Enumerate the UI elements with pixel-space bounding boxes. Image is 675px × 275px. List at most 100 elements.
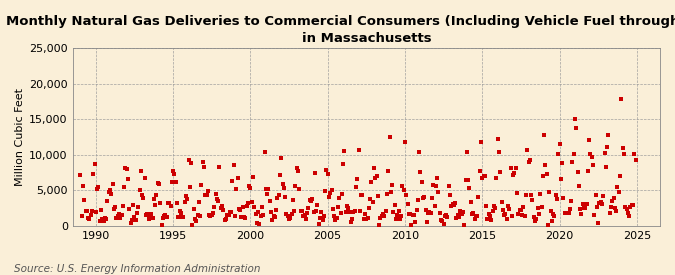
Point bbox=[271, 208, 281, 212]
Point bbox=[460, 178, 471, 182]
Point bbox=[547, 212, 558, 216]
Point bbox=[173, 215, 184, 219]
Point bbox=[103, 190, 114, 194]
Point bbox=[527, 198, 538, 202]
Point bbox=[537, 173, 548, 178]
Point bbox=[529, 215, 539, 219]
Point bbox=[485, 214, 495, 219]
Point bbox=[419, 195, 430, 199]
Point bbox=[92, 186, 103, 191]
Point bbox=[603, 133, 614, 137]
Point bbox=[197, 160, 208, 164]
Point bbox=[238, 215, 249, 220]
Point bbox=[415, 170, 426, 174]
Point bbox=[214, 165, 225, 169]
Point bbox=[299, 213, 310, 217]
Point bbox=[320, 189, 331, 193]
Point bbox=[350, 208, 360, 213]
Point bbox=[138, 196, 149, 201]
Point bbox=[249, 205, 260, 209]
Point bbox=[476, 140, 487, 144]
Point bbox=[191, 218, 202, 223]
Point bbox=[393, 208, 404, 213]
Point bbox=[576, 212, 587, 216]
Point bbox=[136, 169, 146, 173]
Point bbox=[122, 166, 132, 171]
Point bbox=[477, 176, 487, 180]
Point bbox=[307, 197, 318, 201]
Point bbox=[587, 155, 597, 159]
Point bbox=[373, 194, 383, 198]
Point bbox=[194, 200, 205, 204]
Point bbox=[338, 162, 348, 166]
Point bbox=[412, 198, 423, 202]
Point bbox=[489, 204, 500, 208]
Point bbox=[210, 192, 221, 197]
Point bbox=[560, 211, 571, 215]
Point bbox=[333, 204, 344, 209]
Point bbox=[504, 207, 515, 211]
Point bbox=[433, 190, 444, 194]
Point bbox=[491, 175, 502, 180]
Point bbox=[331, 216, 342, 220]
Point bbox=[502, 216, 512, 221]
Point bbox=[255, 213, 266, 218]
Point bbox=[630, 158, 641, 163]
Point bbox=[473, 194, 484, 199]
Point bbox=[101, 217, 111, 222]
Point bbox=[620, 205, 630, 209]
Point bbox=[107, 182, 118, 186]
Point bbox=[557, 161, 568, 165]
Point bbox=[195, 214, 206, 219]
Point bbox=[550, 193, 561, 197]
Point bbox=[503, 204, 514, 208]
Point bbox=[533, 211, 544, 216]
Point bbox=[411, 208, 422, 212]
Point bbox=[462, 150, 472, 154]
Point bbox=[261, 187, 271, 191]
Point bbox=[462, 178, 473, 183]
Point bbox=[254, 222, 265, 226]
Point bbox=[187, 223, 198, 227]
Point bbox=[526, 192, 537, 197]
Point bbox=[207, 213, 217, 217]
Point bbox=[120, 166, 131, 170]
Point bbox=[540, 163, 551, 167]
Point bbox=[598, 194, 609, 199]
Point bbox=[231, 186, 242, 191]
Point bbox=[208, 211, 219, 216]
Point bbox=[93, 185, 104, 189]
Point bbox=[584, 138, 595, 142]
Point bbox=[265, 210, 276, 214]
Point bbox=[186, 161, 196, 165]
Point bbox=[487, 209, 498, 213]
Point bbox=[235, 208, 246, 212]
Point bbox=[616, 97, 627, 101]
Point bbox=[232, 176, 243, 180]
Point bbox=[160, 213, 171, 218]
Point bbox=[129, 214, 140, 219]
Point bbox=[344, 210, 355, 214]
Point bbox=[423, 211, 433, 215]
Point bbox=[357, 193, 368, 197]
Point bbox=[192, 213, 203, 218]
Point bbox=[236, 214, 247, 219]
Point bbox=[259, 150, 270, 155]
Point bbox=[509, 170, 520, 175]
Point bbox=[353, 148, 364, 152]
Point bbox=[572, 170, 583, 174]
Point bbox=[309, 171, 320, 175]
Point bbox=[209, 205, 220, 210]
Point bbox=[147, 215, 158, 220]
Point bbox=[435, 218, 446, 222]
Point bbox=[279, 186, 290, 191]
Point bbox=[169, 172, 180, 177]
Point bbox=[364, 196, 375, 201]
Point bbox=[310, 209, 321, 213]
Point bbox=[148, 197, 159, 201]
Point bbox=[115, 216, 126, 220]
Point bbox=[513, 211, 524, 216]
Point bbox=[335, 211, 346, 216]
Point bbox=[294, 187, 304, 191]
Point bbox=[522, 148, 533, 153]
